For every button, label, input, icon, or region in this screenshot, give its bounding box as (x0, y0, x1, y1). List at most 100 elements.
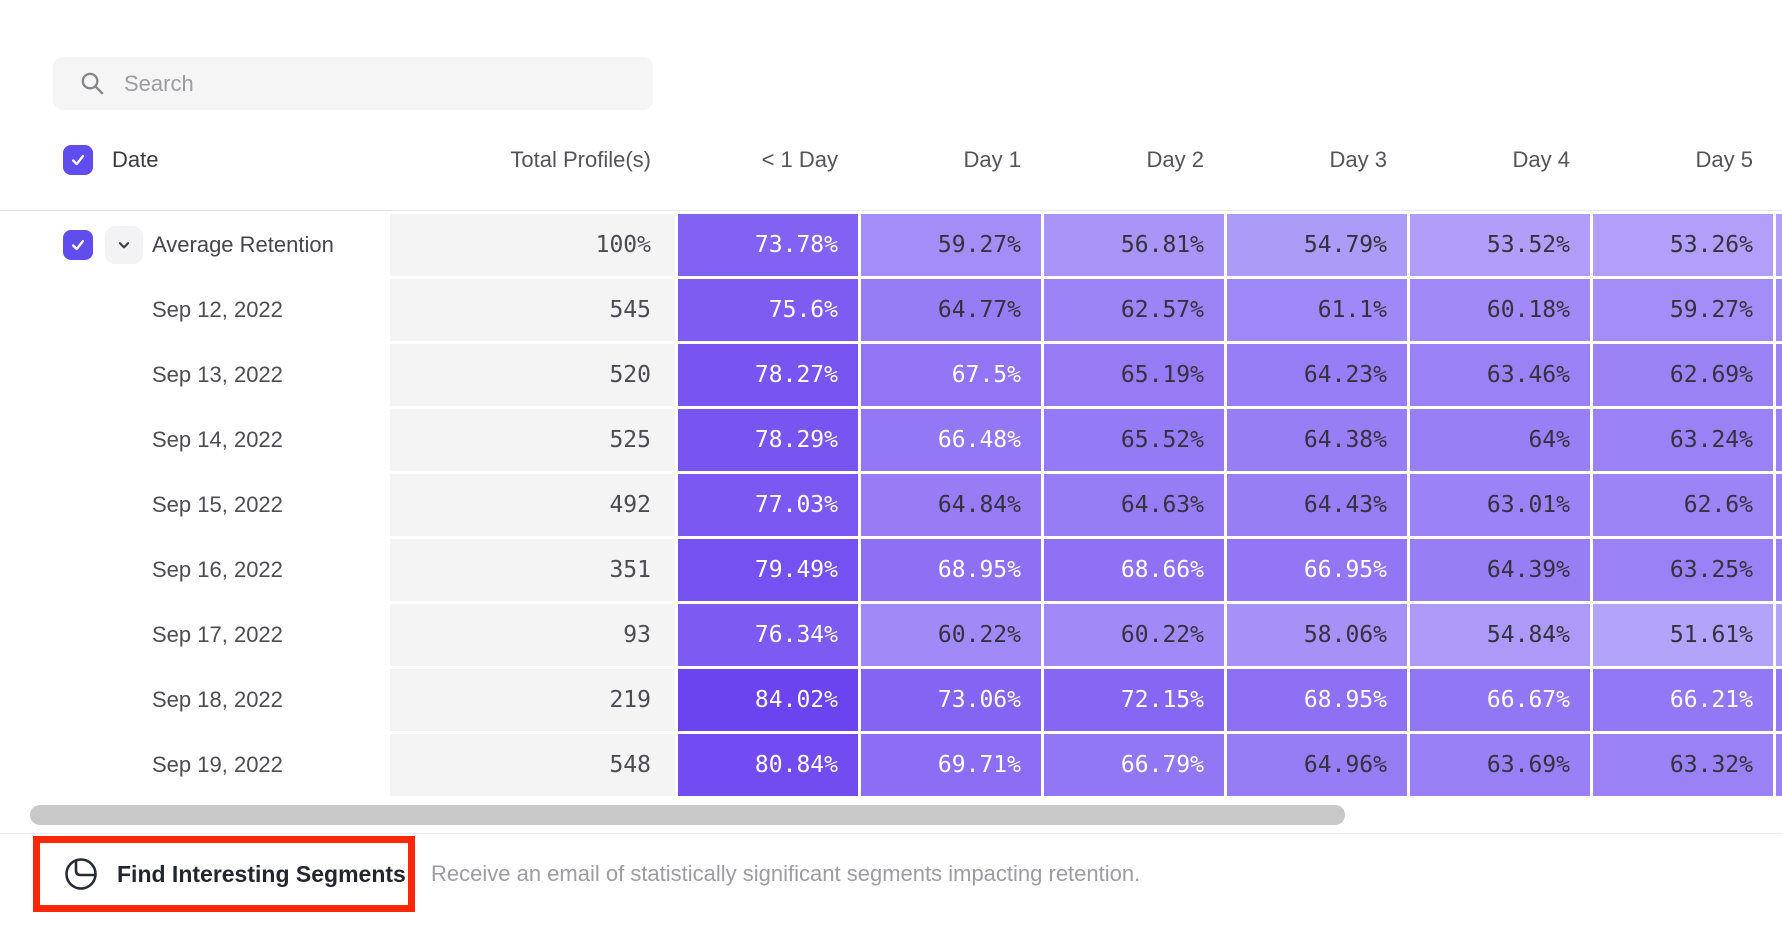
retention-cell[interactable]: 66.21% (1593, 669, 1773, 731)
column-header-day: Day 2 (1146, 147, 1204, 172)
retention-cell[interactable]: 77.03% (678, 474, 858, 536)
next-column-sliver (1776, 279, 1782, 341)
total-profiles-cell: 219 (390, 669, 675, 731)
retention-cell[interactable]: 76.34% (678, 604, 858, 666)
retention-cell[interactable]: 64.63% (1044, 474, 1224, 536)
retention-cell[interactable]: 78.29% (678, 409, 858, 471)
retention-cell[interactable]: 62.6% (1593, 474, 1773, 536)
total-profiles-cell: 548 (390, 734, 675, 796)
retention-cell[interactable]: 60.22% (1044, 604, 1224, 666)
retention-cell[interactable]: 75.6% (678, 279, 858, 341)
find-interesting-segments-button[interactable]: Find Interesting Segments (40, 855, 406, 893)
retention-cell[interactable]: 51.61% (1593, 604, 1773, 666)
row-date-cell: Sep 14, 2022 (0, 409, 390, 471)
row-label: Average Retention (152, 232, 334, 257)
retention-cell[interactable]: 58.06% (1227, 604, 1407, 666)
column-header-day: Day 1 (963, 147, 1021, 172)
retention-cell[interactable]: 84.02% (678, 669, 858, 731)
row-label: Sep 14, 2022 (152, 427, 283, 452)
total-profiles-cell: 93 (390, 604, 675, 666)
table-row: Sep 19, 2022 548 80.84% 69.71% 66.79% 64.96% 6… (0, 734, 1782, 796)
row-date-cell: Sep 13, 2022 (0, 344, 390, 406)
table-row: Average Retention 100% 73.78% 59.27% 56.81% 5… (0, 214, 1782, 276)
retention-cell[interactable]: 66.79% (1044, 734, 1224, 796)
retention-cell[interactable]: 54.84% (1410, 604, 1590, 666)
retention-cell[interactable]: 63.46% (1410, 344, 1590, 406)
retention-cell[interactable]: 68.66% (1044, 539, 1224, 601)
search-input[interactable] (122, 69, 653, 98)
search-icon (81, 72, 104, 95)
row-label: Sep 17, 2022 (152, 622, 283, 647)
retention-cell[interactable]: 60.18% (1410, 279, 1590, 341)
retention-cell[interactable]: 63.25% (1593, 539, 1773, 601)
table-row: Sep 16, 2022 351 79.49% 68.95% 68.66% 66.95% 6… (0, 539, 1782, 601)
retention-cell[interactable]: 64% (1410, 409, 1590, 471)
total-profiles-cell: 545 (390, 279, 675, 341)
retention-cell[interactable]: 62.57% (1044, 279, 1224, 341)
row-date-cell: Sep 15, 2022 (0, 474, 390, 536)
retention-cell[interactable]: 60.22% (861, 604, 1041, 666)
footer: Find Interesting Segments Receive an ema… (33, 836, 1782, 912)
retention-cell[interactable]: 69.71% (861, 734, 1041, 796)
column-header-day: Day 3 (1329, 147, 1387, 172)
row-date-cell: Average Retention (0, 214, 390, 276)
retention-cell[interactable]: 64.43% (1227, 474, 1407, 536)
horizontal-scrollbar[interactable] (30, 805, 1345, 825)
retention-cell[interactable]: 73.78% (678, 214, 858, 276)
retention-cell[interactable]: 66.95% (1227, 539, 1407, 601)
row-date-cell: Sep 19, 2022 (0, 734, 390, 796)
row-label: Sep 19, 2022 (152, 752, 283, 777)
retention-cell[interactable]: 56.81% (1044, 214, 1224, 276)
table-row: Sep 17, 2022 93 76.34% 60.22% 60.22% 58.06% 54… (0, 604, 1782, 666)
retention-cell[interactable]: 68.95% (1227, 669, 1407, 731)
column-header-day: Day 5 (1695, 147, 1753, 172)
retention-cell[interactable]: 64.96% (1227, 734, 1407, 796)
row-checkbox[interactable] (63, 230, 93, 260)
check-icon (72, 240, 85, 251)
retention-cell[interactable]: 63.69% (1410, 734, 1590, 796)
retention-cell[interactable]: 64.84% (861, 474, 1041, 536)
retention-cell[interactable]: 54.79% (1227, 214, 1407, 276)
retention-cell[interactable]: 68.95% (861, 539, 1041, 601)
retention-cell[interactable]: 66.48% (861, 409, 1041, 471)
retention-cell[interactable]: 78.27% (678, 344, 858, 406)
retention-cell[interactable]: 64.77% (861, 279, 1041, 341)
retention-cell[interactable]: 63.01% (1410, 474, 1590, 536)
next-column-sliver (1776, 214, 1782, 276)
retention-cell[interactable]: 59.27% (1593, 279, 1773, 341)
retention-cell[interactable]: 61.1% (1227, 279, 1407, 341)
row-date-cell: Sep 16, 2022 (0, 539, 390, 601)
retention-cell[interactable]: 64.39% (1410, 539, 1590, 601)
retention-cell[interactable]: 67.5% (861, 344, 1041, 406)
column-headers: Total Profile(s) < 1 Day Day 1 Day 2 Day 3 Da… (390, 147, 1773, 173)
retention-cell[interactable]: 64.38% (1227, 409, 1407, 471)
retention-cell[interactable]: 59.27% (861, 214, 1041, 276)
retention-cell[interactable]: 65.52% (1044, 409, 1224, 471)
check-icon (72, 155, 85, 166)
row-date-cell: Sep 17, 2022 (0, 604, 390, 666)
column-header-total-profiles: Total Profile(s) (510, 147, 651, 172)
footer-divider (0, 833, 1782, 834)
retention-cell[interactable]: 65.19% (1044, 344, 1224, 406)
retention-cell[interactable]: 63.32% (1593, 734, 1773, 796)
retention-cell[interactable]: 79.49% (678, 539, 858, 601)
select-all-checkbox[interactable] (63, 145, 93, 175)
retention-cell[interactable]: 63.24% (1593, 409, 1773, 471)
table-row: Sep 12, 2022 545 75.6% 64.77% 62.57% 61.1% 60.… (0, 279, 1782, 341)
expand-chevron-button[interactable] (105, 226, 143, 264)
retention-cell[interactable]: 66.67% (1410, 669, 1590, 731)
next-column-sliver (1776, 604, 1782, 666)
retention-cell[interactable]: 64.23% (1227, 344, 1407, 406)
retention-cell[interactable]: 80.84% (678, 734, 858, 796)
retention-cell[interactable]: 72.15% (1044, 669, 1224, 731)
retention-cell[interactable]: 53.52% (1410, 214, 1590, 276)
table-row: Sep 15, 2022 492 77.03% 64.84% 64.63% 64.43% 6… (0, 474, 1782, 536)
retention-cell[interactable]: 53.26% (1593, 214, 1773, 276)
next-column-sliver (1776, 344, 1782, 406)
retention-cell[interactable]: 73.06% (861, 669, 1041, 731)
total-profiles-cell: 351 (390, 539, 675, 601)
retention-cell[interactable]: 62.69% (1593, 344, 1773, 406)
next-column-sliver (1776, 734, 1782, 796)
total-profiles-cell: 525 (390, 409, 675, 471)
search-bar[interactable] (53, 57, 653, 110)
